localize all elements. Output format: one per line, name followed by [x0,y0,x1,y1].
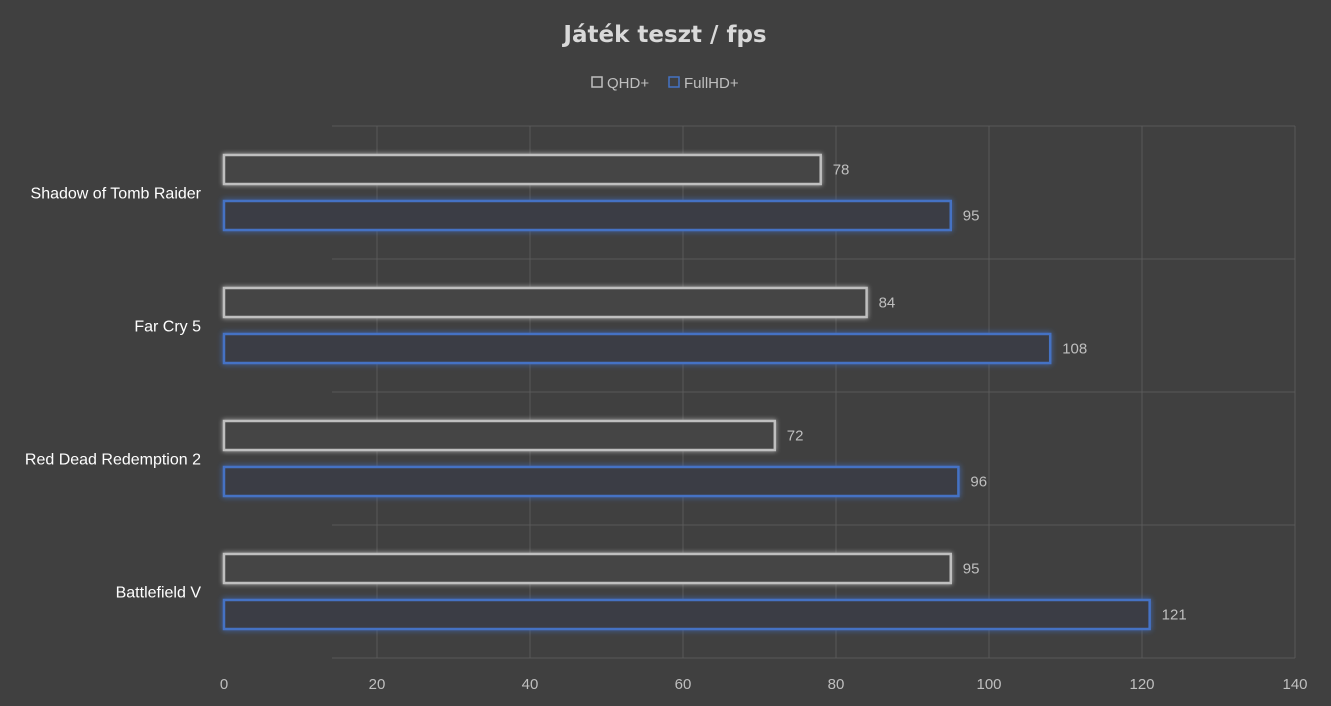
data-label-fullhd-1: 108 [1062,341,1087,358]
data-label-fullhd-2: 96 [970,474,987,491]
category-labels: Shadow of Tomb Raider Far Cry 5 Red Dead R… [25,186,202,602]
category-label-0: Shadow of Tomb Raider [31,186,202,203]
legend-label-fullhd: FullHD+ [684,75,739,92]
data-label-fullhd-3: 121 [1162,607,1187,624]
x-axis-ticks: 0 20 40 60 80 100 120 140 [220,676,1308,693]
data-label-fullhd-0: 95 [963,208,980,225]
legend: QHD+ FullHD+ [591,75,739,92]
x-tick-label-100: 100 [976,676,1001,693]
category-label-3: Battlefield V [116,585,202,602]
data-label-qhd-0: 78 [833,162,850,179]
legend-label-qhd: QHD+ [607,75,649,92]
category-label-1: Far Cry 5 [134,319,201,336]
legend-swatch-fullhd [668,76,680,88]
bars: 78 95 84 108 72 96 95 121 [222,153,1187,631]
data-label-qhd-1: 84 [879,295,896,312]
bar-qhd-1 [222,286,868,319]
bar-fullhd-2 [222,465,960,498]
data-label-qhd-2: 72 [787,428,804,445]
x-tick-label-120: 120 [1129,676,1154,693]
bar-qhd-2 [222,419,777,452]
x-tick-label-20: 20 [369,676,386,693]
data-label-qhd-3: 95 [963,561,980,578]
bar-qhd-0 [222,153,822,186]
category-label-2: Red Dead Redemption 2 [25,452,201,469]
x-tick-label-140: 140 [1282,676,1307,693]
bar-fullhd-1 [222,332,1052,365]
x-tick-label-60: 60 [675,676,692,693]
bar-fullhd-3 [222,598,1151,631]
bar-fullhd-0 [222,199,952,232]
x-tick-label-80: 80 [828,676,845,693]
x-tick-label-0: 0 [220,676,228,693]
x-tick-label-40: 40 [522,676,539,693]
legend-swatch-qhd [591,76,603,88]
chart-title: Játék teszt / fps [561,22,766,48]
bar-qhd-3 [222,552,952,585]
